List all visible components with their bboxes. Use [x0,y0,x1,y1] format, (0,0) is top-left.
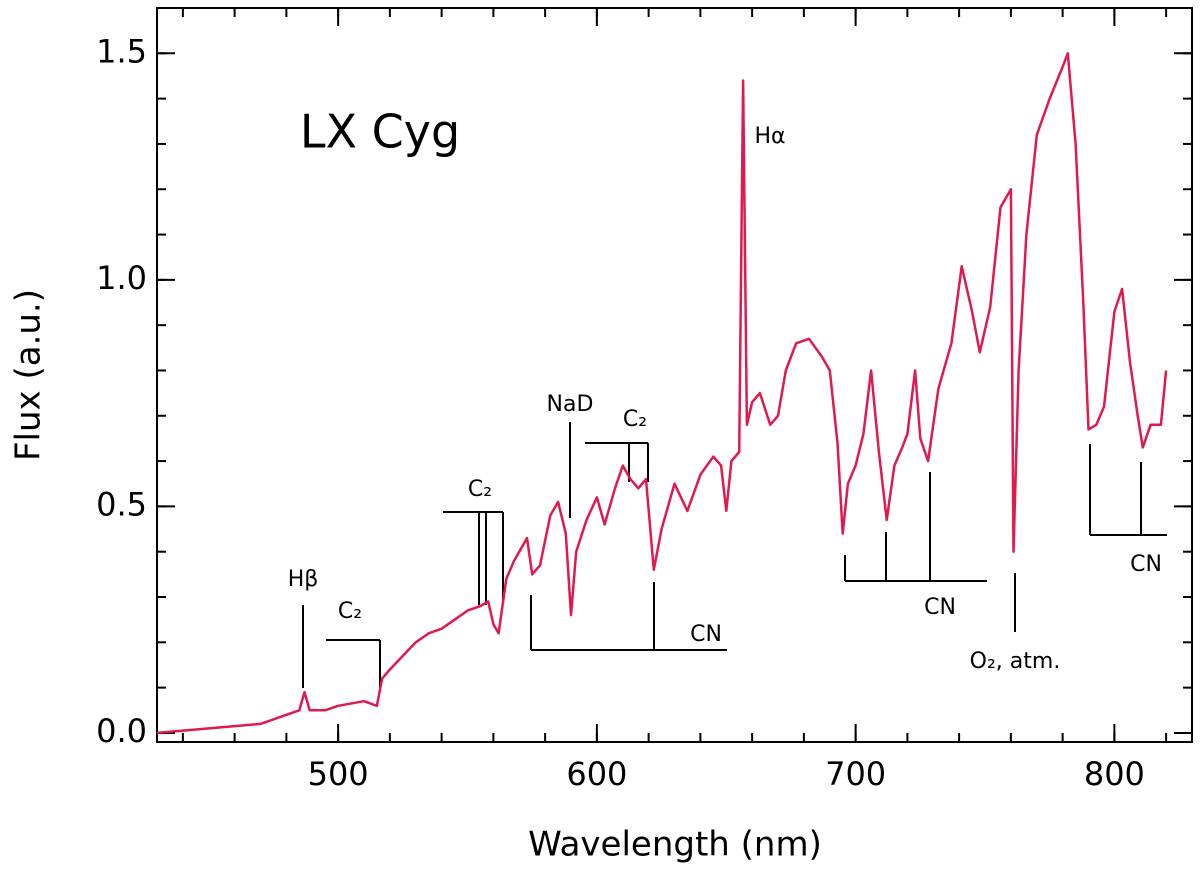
y-axis-label: Flux (a.u.) [9,289,49,461]
x-tick-label: 600 [566,755,627,793]
spectrum-line [156,52,1168,735]
x-tick-label: 800 [1084,755,1145,793]
annotation: NaD [547,392,594,417]
x-axis-label: Wavelength (nm) [528,825,822,865]
y-tick-label: 1.5 [96,32,147,70]
x-tick-label: 700 [825,755,886,793]
annotation: CN [690,622,722,647]
y-tick-label: 1.0 [96,259,147,297]
annotation: CN [1130,552,1162,577]
annotation: Hα [754,124,785,149]
annotation: CN [924,595,956,620]
plot-frame [156,7,1193,743]
x-tick-label: 500 [308,755,369,793]
annotation: LX Cyg [300,105,460,159]
y-tick-label: 0.5 [96,485,147,523]
annotation: C₂ [468,477,492,502]
annotation: C₂ [338,599,362,624]
y-tick-label: 0.0 [96,712,147,750]
annotation: Hβ [288,567,319,592]
annotation: C₂ [623,407,647,432]
annotation: O₂, atm. [970,649,1061,674]
